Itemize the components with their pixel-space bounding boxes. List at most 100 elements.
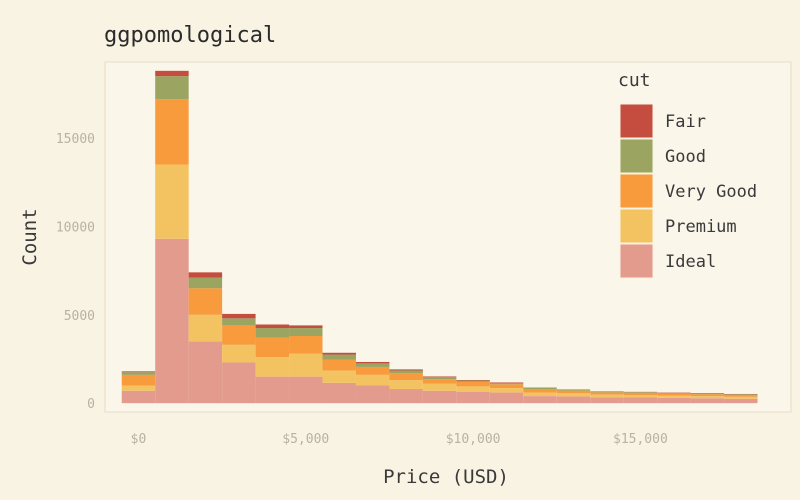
legend-swatch-fair (619, 103, 654, 139)
bar-very-good-3 (222, 325, 256, 345)
legend-title: cut (618, 70, 651, 91)
bar-premium-9 (422, 383, 457, 391)
bar-good-18 (724, 394, 758, 396)
bar-good-17 (690, 393, 725, 395)
bar-good-9 (422, 377, 457, 380)
x-tick-label: $10,000 (446, 432, 501, 447)
bar-good-12 (523, 387, 557, 390)
bar-premium-10 (456, 386, 490, 392)
bar-very-good-16 (657, 393, 691, 396)
legend-label-ideal: Ideal (665, 252, 716, 272)
bar-ideal-15 (623, 397, 658, 404)
legend-label-very-good: Very Good (665, 182, 757, 202)
bar-premium-13 (556, 393, 591, 397)
legend-swatch-very-good (619, 173, 654, 209)
bar-good-6 (322, 354, 356, 360)
y-tick-label: 10000 (56, 220, 95, 235)
bar-good-5 (289, 328, 323, 336)
bar-fair-3 (222, 313, 256, 319)
legend-swatch-ideal (619, 243, 654, 279)
bar-very-good-7 (355, 366, 390, 375)
bar-ideal-14 (590, 397, 624, 404)
bar-ideal-5 (289, 376, 323, 404)
bar-very-good-4 (255, 337, 290, 358)
bar-ideal-18 (724, 398, 758, 404)
bar-very-good-11 (489, 384, 524, 389)
bar-very-good-6 (322, 359, 356, 371)
bar-ideal-10 (456, 391, 490, 404)
bar-premium-3 (222, 344, 256, 363)
bar-premium-11 (489, 388, 524, 393)
bar-ideal-11 (489, 392, 524, 404)
bar-fair-1 (155, 70, 189, 77)
bar-very-good-1 (155, 99, 189, 165)
bar-good-15 (623, 392, 658, 393)
bar-very-good-8 (389, 373, 423, 381)
bar-premium-2 (188, 314, 223, 342)
chart-title: ggpomological (104, 23, 276, 48)
bar-ideal-6 (322, 382, 356, 404)
bar-very-good-12 (523, 389, 557, 393)
y-tick-label: 15000 (56, 132, 95, 147)
bar-very-good-17 (690, 394, 725, 397)
bar-very-good-14 (590, 392, 624, 395)
legend-swatch-premium (619, 208, 654, 244)
legend-label-premium: Premium (665, 217, 737, 237)
bar-premium-17 (690, 396, 725, 399)
x-tick-label: $15,000 (613, 432, 668, 447)
bar-ideal-4 (255, 376, 290, 404)
bar-fair-11 (489, 382, 524, 384)
bar-ideal-2 (188, 341, 223, 404)
bar-very-good-0 (121, 374, 156, 386)
bar-premium-15 (623, 395, 658, 398)
bar-good-11 (489, 383, 524, 385)
bar-premium-4 (255, 357, 290, 377)
bar-premium-7 (355, 374, 390, 386)
bar-ideal-1 (155, 238, 189, 404)
bar-ideal-9 (422, 390, 457, 404)
bar-ideal-3 (222, 362, 256, 404)
bar-very-good-13 (556, 390, 591, 394)
bar-ideal-8 (389, 389, 423, 404)
bar-good-14 (590, 391, 624, 393)
bar-fair-8 (389, 369, 423, 371)
bar-good-4 (255, 328, 290, 338)
y-tick-label: 0 (87, 397, 95, 412)
bar-good-8 (389, 370, 423, 374)
legend: Fair Good Very Good Premium Ideal (619, 103, 757, 279)
legend-label-fair: Fair (665, 112, 706, 132)
bar-ideal-13 (556, 396, 591, 404)
x-tick-label: $5,000 (282, 432, 329, 447)
legend-swatch-good (619, 138, 654, 174)
bar-good-1 (155, 76, 189, 100)
bar-fair-7 (355, 361, 390, 364)
bar-very-good-9 (422, 379, 457, 384)
bar-premium-8 (389, 380, 423, 390)
bar-premium-0 (121, 385, 156, 391)
bar-fair-10 (456, 380, 490, 381)
bar-good-10 (456, 380, 490, 382)
bar-very-good-10 (456, 381, 490, 387)
bar-premium-6 (322, 370, 356, 383)
y-tick-label: 5000 (64, 309, 95, 324)
bar-premium-16 (657, 395, 691, 398)
bar-ideal-7 (355, 385, 390, 404)
bar-premium-18 (724, 396, 758, 399)
bar-good-2 (188, 277, 223, 289)
x-axis-title: Price (USD) (383, 466, 509, 488)
bar-fair-9 (422, 376, 457, 378)
bar-fair-6 (322, 352, 356, 355)
bar-very-good-18 (724, 395, 758, 397)
bar-fair-5 (289, 325, 323, 329)
bar-premium-1 (155, 164, 189, 239)
bar-ideal-0 (121, 390, 156, 404)
bar-premium-14 (590, 394, 624, 398)
bar-good-16 (657, 392, 691, 394)
x-axis-ticks: $0 $5,000 $10,000 $15,000 (131, 432, 668, 447)
bar-very-good-15 (623, 392, 658, 396)
bar-layer (121, 70, 758, 404)
x-tick-label: $0 (131, 432, 147, 447)
bar-good-13 (556, 389, 591, 391)
bar-good-3 (222, 318, 256, 326)
